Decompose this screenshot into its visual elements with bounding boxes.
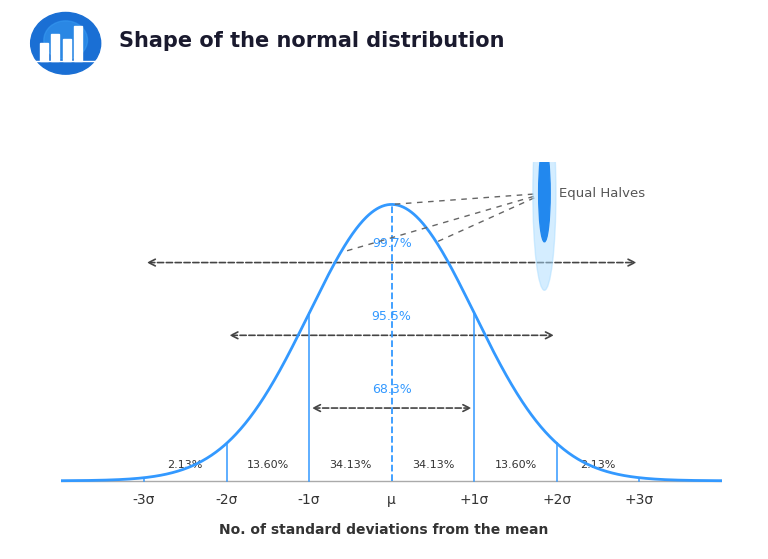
Text: No. of standard deviations from the mean: No. of standard deviations from the mean xyxy=(220,523,548,537)
Text: Shape of the normal distribution: Shape of the normal distribution xyxy=(119,31,505,51)
Bar xyxy=(51,34,58,61)
Circle shape xyxy=(44,21,88,59)
Text: 95.5%: 95.5% xyxy=(372,310,412,323)
Circle shape xyxy=(538,145,550,242)
Text: Equal Halves: Equal Halves xyxy=(559,187,645,200)
Text: 34.13%: 34.13% xyxy=(412,461,454,470)
Text: 2.13%: 2.13% xyxy=(581,461,616,470)
Circle shape xyxy=(533,96,556,290)
Text: 68.3%: 68.3% xyxy=(372,382,412,396)
Bar xyxy=(40,44,48,61)
Bar xyxy=(74,26,82,61)
Text: 99.7%: 99.7% xyxy=(372,237,412,250)
Text: 13.60%: 13.60% xyxy=(247,461,289,470)
Circle shape xyxy=(31,12,101,74)
Text: 2.13%: 2.13% xyxy=(167,461,203,470)
Bar xyxy=(63,39,71,61)
Text: 34.13%: 34.13% xyxy=(329,461,372,470)
Text: 13.60%: 13.60% xyxy=(495,461,537,470)
